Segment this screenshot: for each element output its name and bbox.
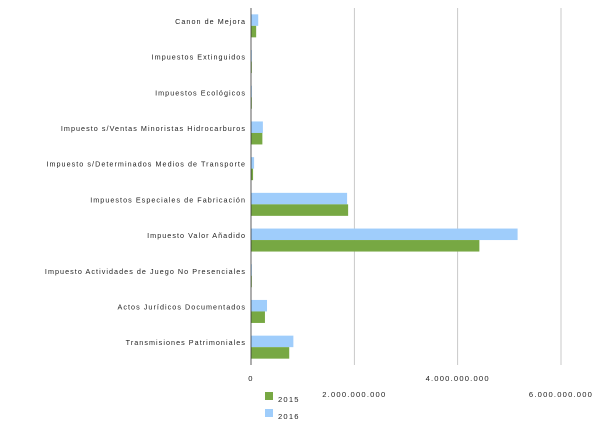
x-tick-label: 6.000.000.000 (529, 390, 593, 399)
bar-2015 (251, 204, 349, 216)
bar-2016 (251, 157, 255, 169)
category-labels: Canon de Mejora Impuestos Extinguidos Impu… (45, 17, 246, 347)
bars (251, 14, 518, 359)
legend: 2015 2016 (265, 392, 300, 421)
category-label: Impuesto s/Determinados Medios de Transp… (46, 160, 246, 169)
bar-2015 (251, 25, 257, 38)
x-tick-label: 0 (248, 374, 253, 383)
bar-2015 (251, 240, 480, 252)
legend-label-2015: 2015 (278, 395, 300, 404)
bar-2015 (251, 132, 263, 145)
category-label: Impuestos Ecológicos (155, 88, 246, 97)
category-label: Impuestos Extinguidos (152, 53, 246, 62)
bar-2016 (251, 121, 263, 133)
category-label: Impuesto Actividades de Juego No Presenc… (45, 267, 246, 276)
x-tick-label: 2.000.000.000 (322, 390, 386, 399)
bar-2016 (251, 192, 348, 205)
bar-2016 (251, 228, 518, 241)
category-label: Impuesto Valor Añadido (147, 231, 246, 240)
legend-swatch-2016 (265, 409, 273, 417)
category-label: Impuesto s/Ventas Minoristas Hidrocarbur… (61, 124, 246, 133)
legend-swatch-2015 (265, 392, 273, 400)
bar-2016 (251, 335, 294, 348)
bar-2016 (251, 14, 259, 26)
gridlines (353, 8, 562, 365)
bar-2015 (251, 347, 290, 359)
category-label: Transmisiones Patrimoniales (126, 338, 246, 347)
bar-2016 (251, 299, 268, 312)
legend-label-2016: 2016 (278, 412, 300, 421)
x-tick-labels: 0 2.000.000.000 4.000.000.000 6.000.000.000 (248, 374, 593, 399)
category-label: Canon de Mejora (175, 17, 246, 26)
category-label: Actos Jurídicos Documentados (118, 302, 246, 311)
bar-2015 (251, 168, 254, 181)
bar-2015 (251, 311, 265, 323)
category-label: Impuestos Especiales de Fabricación (90, 195, 246, 204)
x-tick-label: 4.000.000.000 (426, 374, 490, 383)
